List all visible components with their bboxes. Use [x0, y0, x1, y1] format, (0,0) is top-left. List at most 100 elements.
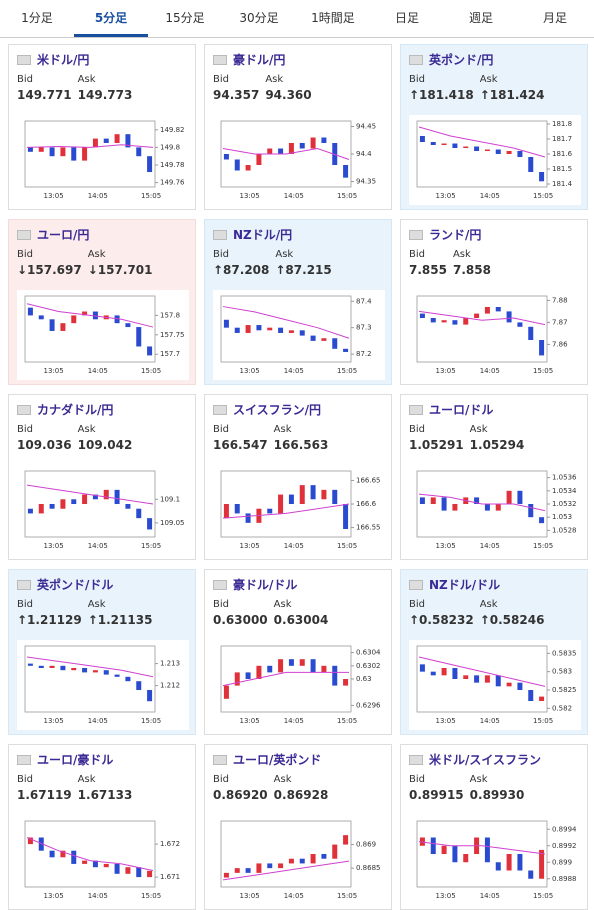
mini-chart: 87.2 87.3 87.4 13:05 14:05 15:05 — [213, 290, 385, 380]
x-tick-label: 13:05 — [436, 717, 456, 725]
moving-average — [26, 303, 154, 328]
y-tick-label: 87.4 — [356, 297, 372, 305]
candle — [321, 338, 327, 341]
chart-bg — [213, 465, 385, 555]
candle — [92, 494, 98, 500]
plot-frame — [24, 295, 156, 363]
candle — [517, 682, 523, 690]
ask-value: ↑87.215 — [275, 263, 332, 277]
moving-average — [418, 126, 546, 158]
tab[interactable]: 日足 — [394, 11, 419, 25]
candle — [278, 659, 284, 673]
candle — [234, 327, 240, 333]
tab[interactable]: 月足 — [542, 11, 567, 25]
chart-bg — [213, 290, 385, 380]
candle — [92, 670, 98, 673]
mini-chart: 149.76 149.78 149.8 149.82 13:05 14:05 15:05 — [17, 115, 189, 205]
candle — [245, 672, 251, 679]
ask-label: Ask — [87, 249, 106, 260]
ask-label: Ask — [273, 424, 292, 435]
x-tick-label: 14:05 — [284, 717, 304, 725]
candle — [223, 319, 229, 328]
currency-card[interactable]: 豪ドル/ドル Bid Ask 0.63000 0.63004 0.6296 0.63 0.63… — [204, 569, 392, 735]
candle — [321, 665, 327, 673]
currency-card[interactable]: 米ドル/スイスフラン Bid Ask 0.89915 0.89930 0.8988 0.89… — [400, 744, 588, 910]
currency-card[interactable]: 米ドル/円 Bid Ask 149.771 149.773 149.76 149.78 149… — [8, 44, 196, 210]
candle — [452, 504, 458, 511]
candle — [114, 863, 120, 874]
y-tick-label: 0.8992 — [552, 842, 577, 850]
x-tick-label: 13:05 — [44, 717, 64, 725]
candle — [528, 690, 534, 701]
candle — [278, 494, 284, 514]
candle — [71, 147, 77, 161]
candle — [539, 172, 545, 182]
candle — [441, 845, 447, 854]
currency-card[interactable]: ランド/円 Bid Ask 7.855 7.858 7.86 7.87 7.88 13:05 14… — [400, 219, 588, 385]
candle — [114, 489, 120, 504]
candle — [38, 315, 44, 320]
candle — [441, 320, 447, 323]
candle — [103, 489, 109, 500]
moving-average — [222, 306, 350, 339]
candle — [430, 837, 436, 854]
candle — [71, 499, 77, 504]
bid-value: ↑0.58232 — [409, 613, 474, 627]
candle — [82, 860, 88, 864]
currency-card[interactable]: カナダドル/円 Bid Ask 109.036 109.042 109.05 109.1 13… — [8, 394, 196, 560]
currency-card[interactable]: 豪ドル/円 Bid Ask 94.357 94.360 94.35 94.4 94.45 13:… — [204, 44, 392, 210]
candle — [92, 860, 98, 868]
candle — [234, 868, 240, 873]
tab[interactable]: 1分足 — [21, 11, 53, 25]
pair-name: スイスフラン/円 — [233, 403, 322, 417]
y-tick-label: 109.1 — [160, 495, 180, 503]
tab[interactable]: 5分足 — [74, 0, 148, 37]
x-tick-label: 14:05 — [480, 542, 500, 550]
ask-value: ↑1.21135 — [87, 613, 153, 627]
candle — [82, 494, 88, 504]
candle — [60, 323, 66, 331]
tab[interactable]: 週足 — [468, 11, 493, 25]
chart-bg — [17, 290, 189, 380]
mini-chart: 0.582 0.5825 0.583 0.5835 13:05 14:05 15:05 — [409, 640, 581, 730]
y-tick-label: 1.672 — [160, 840, 180, 848]
y-tick-label: 7.88 — [552, 296, 568, 304]
moving-average — [418, 310, 546, 326]
ask-label: Ask — [469, 424, 488, 435]
x-tick-label: 13:05 — [436, 892, 456, 900]
y-tick-label: 1.053 — [552, 513, 572, 521]
ask-value: 1.67133 — [77, 788, 133, 802]
candle — [495, 675, 501, 687]
currency-card[interactable]: ユーロ/英ポンド Bid Ask 0.86920 0.86928 0.8685 0.869 1… — [204, 744, 392, 910]
tab[interactable]: 1時間足 — [311, 11, 355, 25]
ask-value: 0.89930 — [469, 788, 525, 802]
currency-card[interactable]: ユーロ/ドル Bid Ask 1.05291 1.05294 1.0528 1.053 1.0… — [400, 394, 588, 560]
plot-frame — [24, 820, 156, 888]
candle — [278, 148, 284, 154]
currency-card[interactable]: スイスフラン/円 Bid Ask 166.547 166.563 166.55 166.6 1… — [204, 394, 392, 560]
bid-value: 0.86920 — [213, 788, 268, 802]
candle — [234, 159, 240, 171]
plot-frame — [416, 645, 548, 713]
tab[interactable]: 30分足 — [239, 11, 279, 25]
candle — [343, 679, 349, 686]
currency-card[interactable]: 英ポンド/円 Bid Ask ↑181.418 ↑181.424 181.4 181.5 18… — [400, 44, 588, 210]
candle — [299, 659, 305, 666]
currency-card[interactable]: ユーロ/円 Bid Ask ↓157.697 ↓157.701 157.7 157.75 15… — [8, 219, 196, 385]
currency-card[interactable]: ユーロ/豪ドル Bid Ask 1.67119 1.67133 1.671 1.672 13:… — [8, 744, 196, 910]
pair-name: NZドル/ドル — [429, 578, 501, 592]
tab[interactable]: 15分足 — [165, 11, 205, 25]
currency-card[interactable]: NZドル/ドル Bid Ask ↑0.58232 ↑0.58246 0.582 0.5825… — [400, 569, 588, 735]
candle — [136, 508, 142, 519]
candle — [430, 497, 436, 504]
currency-card[interactable]: 英ポンド/ドル Bid Ask ↑1.21129 ↑1.21135 1.212 1.213 1… — [8, 569, 196, 735]
candle — [474, 313, 480, 318]
candle — [60, 499, 66, 509]
bid-value: ↑181.418 — [409, 88, 474, 102]
candle — [125, 134, 131, 148]
pair-name: 米ドル/スイスフラン — [429, 753, 542, 767]
candle — [452, 845, 458, 863]
y-tick-label: 0.8994 — [552, 825, 577, 833]
candle — [27, 307, 33, 316]
currency-card[interactable]: NZドル/円 Bid Ask ↑87.208 ↑87.215 87.2 87.3 87.4 13… — [204, 219, 392, 385]
